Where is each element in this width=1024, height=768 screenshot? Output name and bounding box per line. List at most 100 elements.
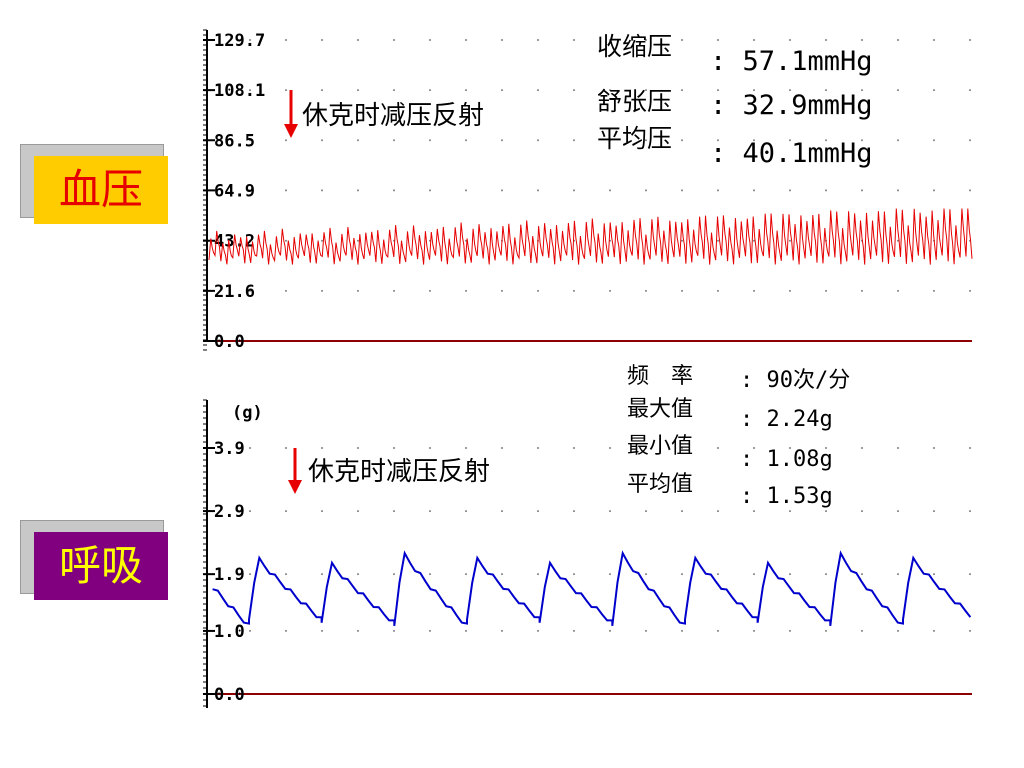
- grid-dot: [357, 89, 359, 92]
- grid-dot: [321, 573, 323, 576]
- grid-dot: [897, 510, 899, 513]
- grid-dot: [573, 139, 575, 142]
- resp-annotation-text: 休克时减压反射: [308, 457, 490, 487]
- y-tick-label: 0.0: [214, 332, 245, 352]
- grid-dot: [753, 139, 755, 142]
- grid-dot: [717, 573, 719, 576]
- grid-dot: [465, 510, 467, 513]
- stat-name: 收缩压: [597, 32, 672, 61]
- blood-pressure-label-text: 血压: [34, 156, 168, 224]
- resp-stats: 频 率 : 90次/分 最大值 : 2.24g 最小值 : 1.08g 平均值 …: [627, 364, 850, 509]
- grid-dot: [537, 89, 539, 92]
- grid-dot: [681, 629, 683, 632]
- grid-dot: [465, 573, 467, 576]
- grid-dot: [969, 573, 971, 576]
- grid-dot: [933, 89, 935, 92]
- grid-dot: [393, 39, 395, 41]
- grid-dot: [645, 39, 647, 41]
- grid-dot: [321, 139, 323, 142]
- grid-dot: [285, 447, 287, 449]
- grid-dot: [933, 39, 935, 41]
- grid-dot: [753, 447, 755, 449]
- grid-dot: [357, 573, 359, 576]
- grid-dot: [465, 139, 467, 142]
- grid-dot: [537, 629, 539, 632]
- grid-dot: [609, 289, 611, 292]
- grid-dot: [789, 629, 791, 632]
- grid-dot: [825, 89, 827, 92]
- grid-dot: [897, 39, 899, 41]
- grid-dot: [393, 189, 395, 192]
- grid-dot: [393, 573, 395, 576]
- grid-dot: [465, 89, 467, 92]
- grid-dot: [501, 573, 503, 576]
- grid-dot: [789, 239, 791, 242]
- resp-chart: (g) 3.9 2.9 1.9 1.0 0.0 休克时减压反射 频 率 : 90次/分 …: [203, 364, 972, 708]
- y-tick-label: 64.9: [214, 181, 255, 201]
- grid-dot: [357, 289, 359, 292]
- grid-dot: [285, 139, 287, 142]
- grid-dot: [465, 447, 467, 449]
- grid-dot: [609, 629, 611, 632]
- grid-dot: [393, 510, 395, 513]
- grid-dot: [933, 573, 935, 576]
- grid-dot: [861, 629, 863, 632]
- grid-dot: [429, 39, 431, 41]
- grid-dot: [285, 573, 287, 576]
- grid-dot: [753, 510, 755, 513]
- grid-dot: [645, 139, 647, 142]
- grid-dot: [285, 629, 287, 632]
- grid-dot: [285, 239, 287, 242]
- grid-dot: [321, 289, 323, 292]
- grid-dot: [717, 189, 719, 192]
- grid-dot: [285, 189, 287, 192]
- grid-dot: [681, 573, 683, 576]
- stat-name: 平均值: [627, 472, 693, 497]
- grid-dot: [537, 573, 539, 576]
- grid-dot: [681, 89, 683, 92]
- grid-dot: [501, 189, 503, 192]
- grid-dot: [789, 39, 791, 41]
- grid-dot: [501, 510, 503, 513]
- grid-dot: [789, 139, 791, 142]
- grid-dot: [825, 629, 827, 632]
- stat-value: : 40.1mmHg: [710, 138, 873, 169]
- grid-dot: [645, 629, 647, 632]
- grid-dot: [465, 189, 467, 192]
- grid-dot: [429, 629, 431, 632]
- grid-dot: [825, 510, 827, 513]
- grid-dot: [825, 189, 827, 192]
- grid-dot: [609, 447, 611, 449]
- grid-dot: [249, 239, 251, 242]
- grid-dot: [717, 289, 719, 292]
- resp-annotation: 休克时减压反射: [288, 448, 490, 494]
- grid-dot: [501, 289, 503, 292]
- grid-dot: [429, 447, 431, 449]
- grid-dot: [897, 189, 899, 192]
- grid-dot: [321, 39, 323, 41]
- grid-dot: [717, 39, 719, 41]
- grid-dot: [501, 39, 503, 41]
- grid-dot: [393, 629, 395, 632]
- grid-dot: [681, 239, 683, 242]
- resp-trace: [212, 550, 972, 627]
- grid-dot: [969, 289, 971, 292]
- grid-dot: [573, 189, 575, 192]
- grid-dot: [393, 289, 395, 292]
- y-tick-label: 1.0: [214, 622, 245, 642]
- grid-dot: [537, 139, 539, 142]
- grid-dot: [933, 189, 935, 192]
- down-arrow-head: [288, 480, 302, 494]
- grid-dot: [609, 89, 611, 92]
- grid-dot: [861, 289, 863, 292]
- grid-dot: [861, 447, 863, 449]
- grid-dot: [573, 39, 575, 41]
- grid-dot: [933, 447, 935, 449]
- grid-dot: [573, 573, 575, 576]
- grid-dot: [861, 89, 863, 92]
- stat-value: : 90次/分: [740, 368, 850, 393]
- grid-dot: [609, 573, 611, 576]
- grid-dot: [753, 39, 755, 41]
- y-tick-label: 0.0: [214, 685, 245, 705]
